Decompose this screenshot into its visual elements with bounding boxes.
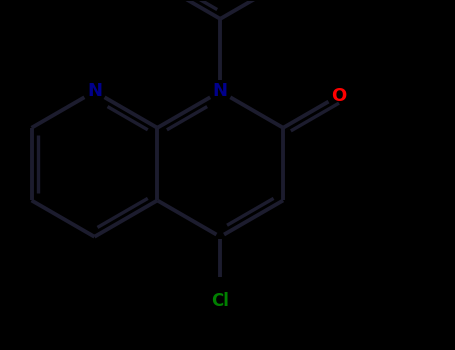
Text: N: N (213, 83, 228, 100)
Text: N: N (87, 83, 102, 100)
Text: Cl: Cl (211, 292, 229, 310)
Text: O: O (331, 87, 346, 105)
